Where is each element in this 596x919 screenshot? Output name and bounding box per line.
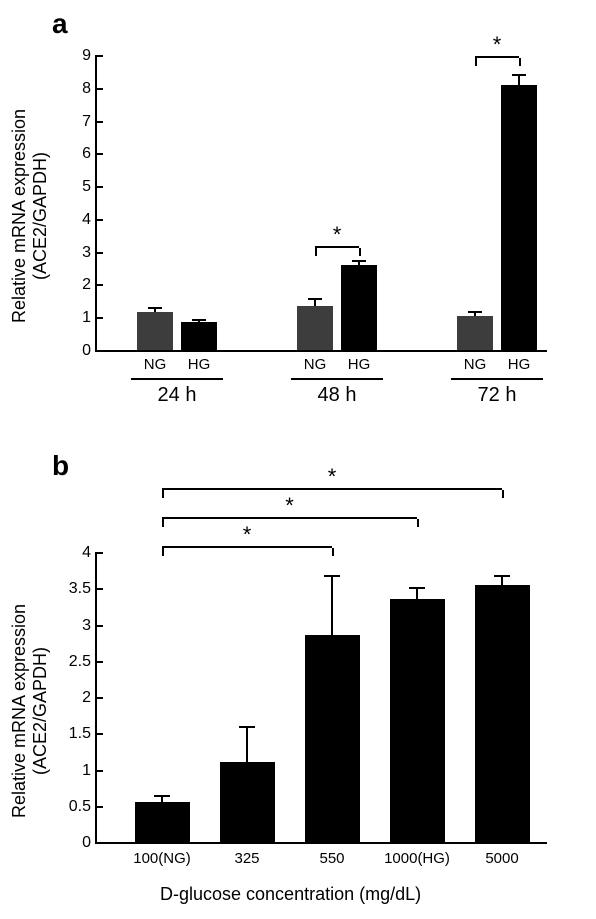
- panel-a-sig-star: *: [333, 224, 342, 246]
- panel-b-errorcap: [324, 575, 340, 577]
- panel-b-bar: [390, 599, 445, 842]
- panel-a-group-label: 24 h: [158, 384, 197, 407]
- panel-a-bar: [181, 322, 217, 350]
- panel-a-sig-line: [359, 248, 361, 256]
- panel-a-sig-line: [315, 248, 317, 256]
- panel-b-ytick: 3: [82, 617, 97, 635]
- panel-b-bar-label: 325: [234, 850, 259, 867]
- panel-b-sig-star: *: [243, 524, 252, 546]
- panel-b-ytick: 1.5: [69, 725, 97, 743]
- panel-a-errorbar: [518, 75, 520, 84]
- panel-b-ytick: 4: [82, 544, 97, 562]
- figure: a Relative mRNA expression (ACE2/GAPDH) …: [0, 0, 596, 919]
- panel-a-errorcap: [308, 298, 322, 300]
- panel-b-sig-line: [162, 519, 164, 527]
- panel-a-group-label: 48 h: [318, 384, 357, 407]
- panel-a-errorcap: [192, 319, 206, 321]
- panel-a-bar: [341, 265, 377, 350]
- panel-b-errorbar: [416, 588, 418, 599]
- panel-a-group-line: [451, 378, 543, 380]
- panel-a-ytick: 5: [82, 178, 97, 196]
- panel-a-bar-label: NG: [144, 356, 167, 373]
- panel-b-chart: 00.511.522.533.54100(NG)3255501000(HG)50…: [95, 552, 547, 844]
- panel-b-ylabel: Relative mRNA expression (ACE2/GAPDH): [9, 561, 51, 861]
- panel-a-ytick: 7: [82, 113, 97, 131]
- panel-a-bar-label: NG: [464, 356, 487, 373]
- panel-a-ytick: 6: [82, 145, 97, 163]
- panel-b-errorcap: [239, 726, 255, 728]
- panel-b-ytick: 3.5: [69, 580, 97, 598]
- panel-b-bar-label: 550: [319, 850, 344, 867]
- panel-b-errorbar: [501, 576, 503, 585]
- panel-b-errorcap: [409, 587, 425, 589]
- panel-b-bar: [220, 762, 275, 842]
- panel-a-ytick: 4: [82, 211, 97, 229]
- panel-a-ytick: 8: [82, 80, 97, 98]
- panel-b-sig-line: [502, 490, 504, 498]
- panel-a-bar: [457, 316, 493, 350]
- panel-a-bar-label: HG: [188, 356, 211, 373]
- panel-a-bar: [297, 306, 333, 350]
- panel-a-ylabel-line2: (ACE2/GAPDH): [30, 152, 50, 280]
- panel-a-group-line: [131, 378, 223, 380]
- panel-a-ylabel: Relative mRNA expression (ACE2/GAPDH): [9, 66, 51, 366]
- panel-a-ytick: 0: [82, 342, 97, 360]
- panel-a-bar: [137, 312, 173, 350]
- panel-b-errorbar: [331, 576, 333, 635]
- panel-a-ytick: 1: [82, 309, 97, 327]
- panel-b-ytick: 0: [82, 834, 97, 852]
- panel-b-bar-label: 1000(HG): [384, 850, 450, 867]
- panel-a-group-line: [291, 378, 383, 380]
- panel-b-sig-line: [162, 490, 164, 498]
- panel-b-bar: [305, 635, 360, 842]
- panel-a-chart: 0123456789NGHGNGHGNGHG24 h48 h72 h**: [95, 55, 547, 352]
- panel-a-label: a: [52, 8, 68, 40]
- panel-a-ytick: 9: [82, 47, 97, 65]
- panel-a-bar-label: HG: [348, 356, 371, 373]
- panel-a-sig-star: *: [493, 34, 502, 56]
- panel-a-ytick: 3: [82, 244, 97, 262]
- panel-b-ylabel-line1: Relative mRNA expression: [9, 604, 29, 818]
- panel-a-ytick: 2: [82, 276, 97, 294]
- panel-a-errorcap: [148, 307, 162, 309]
- panel-b-errorbar: [246, 727, 248, 762]
- panel-a-errorcap: [512, 74, 526, 76]
- panel-b-ytick: 1: [82, 762, 97, 780]
- panel-a-ylabel-line1: Relative mRNA expression: [9, 109, 29, 323]
- panel-b-ytick: 0.5: [69, 798, 97, 816]
- panel-a-sig-line: [475, 58, 477, 66]
- panel-a-group-label: 72 h: [478, 384, 517, 407]
- panel-a-bar-label: HG: [508, 356, 531, 373]
- panel-b-bar: [135, 802, 190, 842]
- panel-a-errorcap: [352, 260, 366, 262]
- panel-b-sig-star: *: [285, 495, 294, 517]
- panel-b-ytick: 2: [82, 689, 97, 707]
- panel-b-sig-line: [417, 519, 419, 527]
- panel-b-ylabel-line2: (ACE2/GAPDH): [30, 647, 50, 775]
- panel-b-bar-label: 5000: [485, 850, 518, 867]
- panel-b-ytick: 2.5: [69, 653, 97, 671]
- panel-b-bar-label: 100(NG): [133, 850, 191, 867]
- panel-b-errorcap: [494, 575, 510, 577]
- panel-b-sig-line: [162, 548, 164, 556]
- panel-a-sig-line: [519, 58, 521, 66]
- panel-b-label: b: [52, 450, 69, 482]
- panel-b-xlabel: D-glucose concentration (mg/dL): [160, 884, 421, 905]
- panel-a-bar: [501, 85, 537, 351]
- panel-a-bar-label: NG: [304, 356, 327, 373]
- panel-a-errorcap: [468, 311, 482, 313]
- panel-b-errorcap: [154, 795, 170, 797]
- panel-b-sig-star: *: [328, 466, 337, 488]
- panel-b-bar: [475, 585, 530, 842]
- panel-b-sig-line: [332, 548, 334, 556]
